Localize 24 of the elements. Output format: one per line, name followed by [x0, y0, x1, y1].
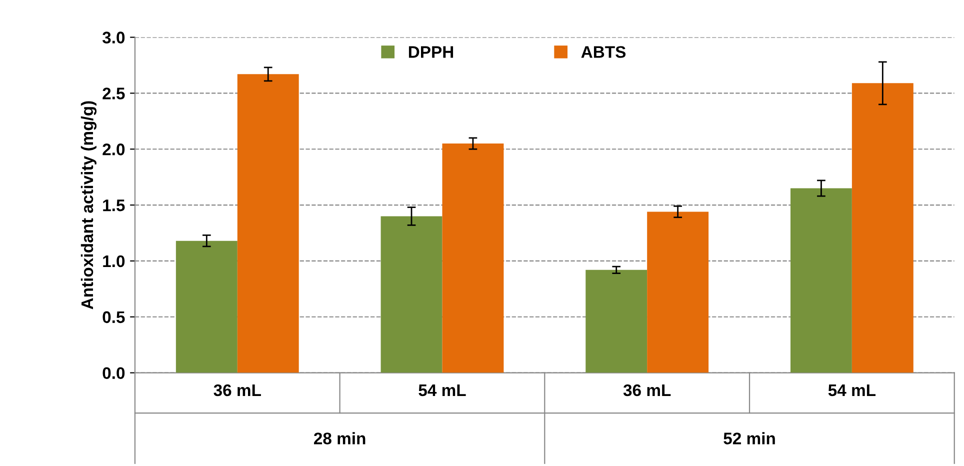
y-tick-label: 3.0: [102, 32, 125, 44]
bar: [176, 240, 238, 373]
bar: [647, 212, 709, 373]
bar: [237, 74, 299, 373]
bar: [380, 216, 442, 373]
bar: [852, 83, 914, 373]
text: 28 min: [314, 432, 366, 444]
y-tick-label: 2.0: [102, 144, 125, 156]
x-tick-label: 54 mL: [828, 384, 876, 396]
x-tick-label: 36 mL: [623, 384, 671, 396]
y-axis-title: Antioxidant activity (mg/g): [80, 101, 97, 310]
bar: [790, 188, 852, 373]
y-tick-label: 2.5: [102, 88, 125, 100]
legend-label: ABTS: [581, 46, 626, 58]
y-tick-label: 0.5: [102, 311, 125, 324]
x-tick-label: 36 mL: [214, 384, 261, 396]
y-tick-label: 1.0: [103, 255, 125, 268]
y-tick-label: 0.0: [102, 367, 125, 380]
x-tick-label: 54 mL: [418, 384, 466, 396]
bar: [442, 144, 504, 373]
y-tick-label: 1.5: [103, 200, 125, 212]
text: 52 min: [724, 432, 775, 444]
bar: [586, 270, 648, 373]
legend-label: DPPH: [408, 46, 454, 58]
